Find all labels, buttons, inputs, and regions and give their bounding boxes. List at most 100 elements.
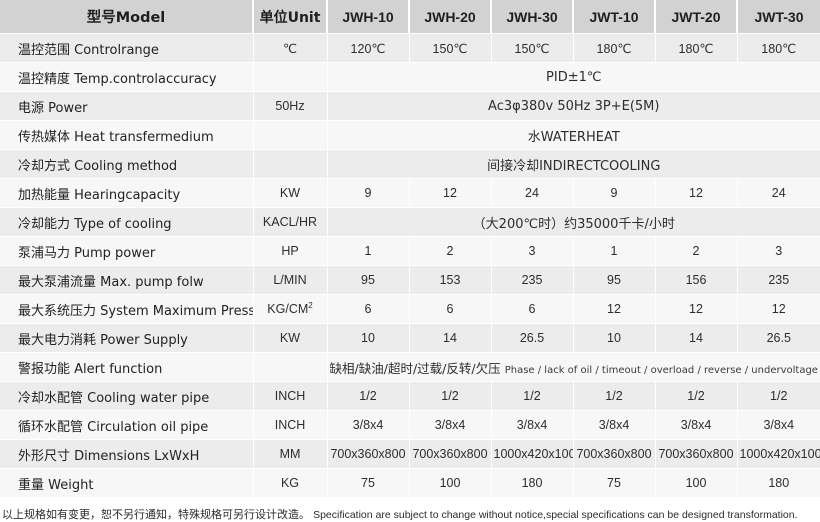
row-label: 温控精度 Temp.controlaccuracy: [0, 62, 254, 92]
table-cell: 14: [409, 323, 492, 353]
table-cell: 3/8x4: [655, 410, 738, 440]
row-label: 加热能量 Hearingcapacity: [0, 178, 254, 208]
row-label: 循环水配管 Circulation oil pipe: [0, 410, 254, 440]
table-cell: 1/2: [491, 381, 574, 411]
table-cell: 700x360x800: [573, 439, 656, 469]
row-label: 重量 Weight: [0, 468, 254, 498]
table-cell: 700x360x800: [409, 439, 492, 469]
row-unit: INCH: [253, 410, 328, 440]
table-body: 温控范围 Controlrange ℃ 120℃ 150℃ 150℃ 180℃ 180℃ 18…: [0, 33, 820, 498]
table-cell: 3/8x4: [409, 410, 492, 440]
table-cell: 3/8x4: [573, 410, 656, 440]
table-cell: 6: [409, 294, 492, 324]
table-cell: 153: [409, 265, 492, 295]
table-cell: 12: [409, 178, 492, 208]
column-header-jwh-20: JWH-20: [409, 0, 492, 34]
row-label: 警报功能 Alert function: [0, 352, 254, 382]
table-cell: 1: [573, 236, 656, 266]
table-cell: 180℃: [737, 33, 820, 63]
column-header-jwh-30: JWH-30: [491, 0, 574, 34]
row-unit: KW: [253, 323, 328, 353]
column-header-unit: 单位Unit: [253, 0, 328, 34]
table-row: 最大电力消耗 Power Supply KW 10 14 26.5 10 14 26.5: [0, 323, 820, 353]
table-row: 传热媒体 Heat transfermedium 水WATERHEAT: [0, 120, 820, 150]
table-cell: 700x360x800: [655, 439, 738, 469]
specification-table: 型号Model 单位Unit JWH-10 JWH-20 JWH-30 JWT-…: [0, 0, 820, 498]
table-header: 型号Model 单位Unit JWH-10 JWH-20 JWH-30 JWT-…: [0, 0, 820, 34]
table-cell: 2: [409, 236, 492, 266]
table-cell: 1/2: [655, 381, 738, 411]
alert-value-chinese: 缺相/缺油/超时/过载/反转/欠压: [329, 360, 501, 376]
table-cell: 1000x420x1000: [737, 439, 820, 469]
table-cell: 180℃: [573, 33, 656, 63]
table-cell: 12: [737, 294, 820, 324]
row-label: 温控范围 Controlrange: [0, 33, 254, 63]
table-cell: 95: [573, 265, 656, 295]
table-cell: 100: [655, 468, 738, 498]
footnote-english: Specification are subject to change with…: [313, 509, 798, 521]
table-cell: 150℃: [491, 33, 574, 63]
table-row: 电源 Power 50Hz Ac3φ380v 50Hz 3P+E(5M): [0, 91, 820, 121]
table-row: 冷却方式 Cooling method 间接冷却INDIRECTCOOLING: [0, 149, 820, 179]
row-label: 最大系统压力 System Maximum Pressure: [0, 294, 254, 324]
table-cell: 75: [327, 468, 410, 498]
row-label: 泵浦马力 Pump power: [0, 236, 254, 266]
row-label: 冷却能力 Type of cooling: [0, 207, 254, 237]
column-header-jwt-10: JWT-10: [573, 0, 656, 34]
table-cell: 24: [737, 178, 820, 208]
table-cell: 6: [327, 294, 410, 324]
table-row: 外形尺寸 Dimensions LxWxH MM 700x360x800 700x36…: [0, 439, 820, 469]
column-header-jwt-30: JWT-30: [737, 0, 820, 34]
table-cell: 12: [655, 178, 738, 208]
table-cell: 1: [327, 236, 410, 266]
table-row: 温控范围 Controlrange ℃ 120℃ 150℃ 150℃ 180℃ 180℃ 18…: [0, 33, 820, 63]
row-label: 外形尺寸 Dimensions LxWxH: [0, 439, 254, 469]
table-cell: 3/8x4: [327, 410, 410, 440]
row-unit: [253, 352, 328, 382]
row-unit: KG: [253, 468, 328, 498]
row-label: 冷却方式 Cooling method: [0, 149, 254, 179]
table-cell: 26.5: [491, 323, 574, 353]
table-cell: 9: [573, 178, 656, 208]
table-cell: 100: [409, 468, 492, 498]
footnote: 以上规格如有变更，恕不另行通知，特殊规格可另行设计改造。 Specificati…: [0, 498, 820, 522]
table-cell: 150℃: [409, 33, 492, 63]
table-cell: 180: [737, 468, 820, 498]
table-cell: 180: [491, 468, 574, 498]
column-header-jwt-20: JWT-20: [655, 0, 738, 34]
row-merged-value: （大200℃时）约35000千卡/小时: [327, 207, 820, 237]
table-cell: 2: [655, 236, 738, 266]
row-label: 电源 Power: [0, 91, 254, 121]
row-label: 传热媒体 Heat transfermedium: [0, 120, 254, 150]
table-cell: 1/2: [737, 381, 820, 411]
table-cell: 1000x420x1000: [491, 439, 574, 469]
table-row: 警报功能 Alert function 缺相/缺油/超时/过载/反转/欠压 Pha…: [0, 352, 820, 382]
table-cell: 24: [491, 178, 574, 208]
table-cell: 12: [655, 294, 738, 324]
footnote-chinese: 以上规格如有变更，恕不另行通知，特殊规格可另行设计改造。: [2, 508, 310, 521]
row-merged-value: 水WATERHEAT: [327, 120, 820, 150]
table-cell: 9: [327, 178, 410, 208]
table-cell: 1/2: [573, 381, 656, 411]
row-unit: KACL/HR: [253, 207, 328, 237]
row-unit: [253, 149, 328, 179]
row-unit: INCH: [253, 381, 328, 411]
row-merged-value: 缺相/缺油/超时/过载/反转/欠压 Phase / lack of oil / …: [327, 352, 820, 382]
table-cell: 3/8x4: [491, 410, 574, 440]
header-row: 型号Model 单位Unit JWH-10 JWH-20 JWH-30 JWT-…: [0, 0, 820, 34]
table-cell: 156: [655, 265, 738, 295]
unit-superscript: 2: [308, 300, 313, 310]
row-unit: KW: [253, 178, 328, 208]
row-unit: KG/CM2: [253, 294, 328, 324]
table-cell: 700x360x800: [327, 439, 410, 469]
table-cell: 1/2: [327, 381, 410, 411]
row-unit: ℃: [253, 33, 328, 63]
table-row: 最大泵浦流量 Max. pump folw L/MIN 95 153 235 95 156 2…: [0, 265, 820, 295]
table-cell: 12: [573, 294, 656, 324]
table-cell: 3: [737, 236, 820, 266]
row-unit: [253, 62, 328, 92]
table-cell: 120℃: [327, 33, 410, 63]
table-cell: 10: [327, 323, 410, 353]
table-row: 冷却水配管 Cooling water pipe INCH 1/2 1/2 1/2 1/2…: [0, 381, 820, 411]
